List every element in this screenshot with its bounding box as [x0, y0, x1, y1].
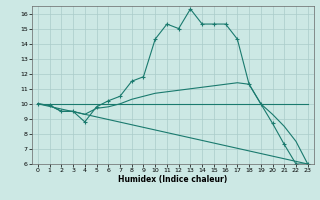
X-axis label: Humidex (Indice chaleur): Humidex (Indice chaleur) [118, 175, 228, 184]
